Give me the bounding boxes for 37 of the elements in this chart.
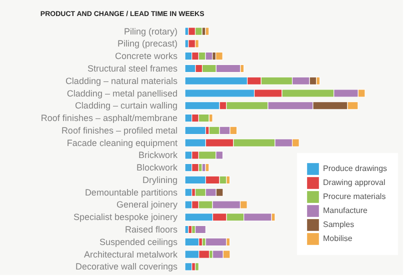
- y-tick-label: Drylining: [142, 174, 178, 185]
- legend-label: Produce drawings: [323, 164, 388, 173]
- legend-label: Mobilise: [323, 234, 353, 243]
- legend-label: Manufacture: [323, 206, 368, 215]
- bar: [188, 40, 196, 48]
- y-tick-label: General joinery: [116, 200, 178, 210]
- bar: [194, 225, 206, 234]
- y-tick-label: Decorative wall coverings: [75, 262, 178, 272]
- y-tick-label: Blockwork: [136, 162, 178, 173]
- y-tick-label: Structural steel frames: [87, 63, 178, 74]
- y-tick-label: Cladding – metal panellised: [66, 88, 178, 98]
- y-tick-label: Suspended ceilings: [99, 236, 178, 247]
- y-tick-label: Raised floors: [124, 224, 178, 235]
- y-tick-label: Piling (rotary): [124, 26, 178, 36]
- y-tick-label: Concrete works: [114, 51, 178, 62]
- legend-label: Drawing approval: [323, 178, 386, 187]
- legend-label: Procure materials: [323, 192, 386, 201]
- y-tick-label: Roof finishes – profiled metal: [61, 125, 178, 136]
- bar: [215, 52, 223, 60]
- y-tick-label: Cladding – natural materials: [65, 76, 178, 86]
- bar: [205, 238, 227, 246]
- y-tick-label: Roof finishes – asphalt/membrane: [40, 113, 178, 124]
- bar: [184, 188, 192, 196]
- y-tick-label: Architectural metalwork: [84, 249, 178, 260]
- y-tick-label: Brickwork: [138, 150, 178, 160]
- bar: [184, 126, 206, 135]
- y-tick-label: Demountable partitions: [84, 187, 178, 198]
- bar: [205, 27, 210, 36]
- bar: [184, 238, 200, 246]
- y-tick-label: Cladding – curtain walling: [74, 100, 178, 111]
- bar: [205, 163, 210, 172]
- y-tick-label: Piling (precast): [117, 38, 178, 49]
- y-tick-label: Facade cleaning equipment: [66, 138, 178, 148]
- bar: [184, 262, 192, 271]
- bar: [194, 262, 199, 271]
- legend-label: Samples: [323, 220, 354, 229]
- y-tick-label: Specialist bespoke joinery: [73, 212, 178, 222]
